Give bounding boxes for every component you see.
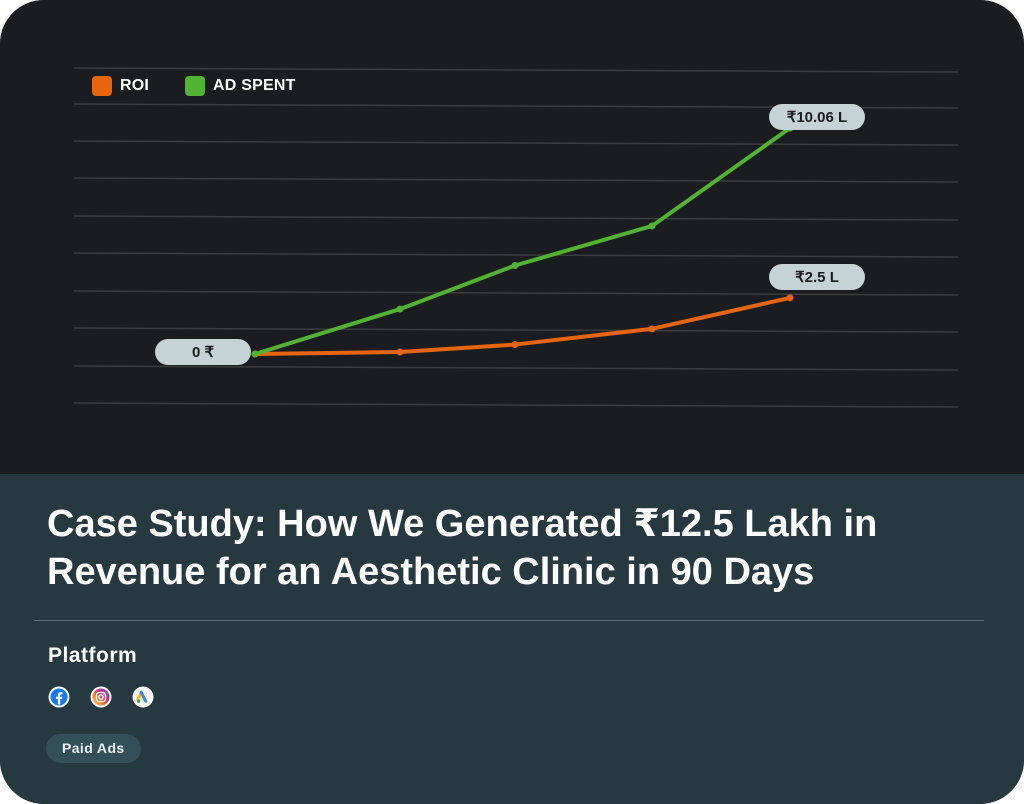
ad-spent-point xyxy=(396,305,404,313)
divider xyxy=(34,620,984,621)
start-value-label-bg xyxy=(155,339,251,365)
card-details: Case Study: How We Generated ₹12.5 Lakh … xyxy=(0,474,1024,804)
roi-end-label: ₹2.5 L xyxy=(795,269,839,286)
instagram-icon xyxy=(90,686,112,708)
legend-label-roi: ROI xyxy=(120,77,150,94)
roi-point xyxy=(396,348,404,356)
gridline xyxy=(73,402,959,408)
ad-spent-end-label-bg xyxy=(769,104,865,130)
gridline xyxy=(73,252,959,258)
ad-spent-line xyxy=(253,126,792,356)
gridline xyxy=(73,177,959,183)
chart-canvas: 0 ₹ ₹10.06 L ₹2.5 L xyxy=(73,67,959,408)
legend-label-ad-spent: AD SPENT xyxy=(213,77,296,94)
ad-spent-end-label: ₹10.06 L xyxy=(787,109,847,126)
platform-icons xyxy=(48,686,154,708)
gridline xyxy=(73,140,959,146)
gridline xyxy=(73,215,959,221)
paid-ads-tag[interactable]: Paid Ads xyxy=(46,734,141,763)
start-value-label: 0 ₹ xyxy=(192,344,215,361)
legend-item-roi: ROI xyxy=(92,76,149,96)
roi-point xyxy=(786,294,794,302)
roi-end-label-bg xyxy=(769,264,865,290)
gridline xyxy=(73,290,959,296)
roi-point xyxy=(648,325,656,333)
platform-label: Platform xyxy=(48,644,138,667)
ad-spent-point xyxy=(648,222,656,230)
legend-item-ad-spent: AD SPENT xyxy=(185,76,296,96)
roi-swatch xyxy=(92,76,112,96)
ad-spent-swatch xyxy=(185,76,206,96)
gridline xyxy=(73,365,959,371)
roi-point xyxy=(511,341,519,349)
gridline xyxy=(73,67,959,73)
ad-spent-point xyxy=(511,261,519,269)
roi-line xyxy=(253,295,792,356)
google-ads-icon xyxy=(132,686,154,708)
gridline xyxy=(73,327,959,333)
case-study-title[interactable]: Case Study: How We Generated ₹12.5 Lakh … xyxy=(47,503,878,593)
line-chart: 0 ₹ ₹10.06 L ₹2.5 L ROI AD SPENT xyxy=(0,0,1024,474)
facebook-icon xyxy=(48,686,70,708)
chart-legend: ROI AD SPENT xyxy=(92,76,296,96)
ad-spent-point xyxy=(251,350,259,358)
